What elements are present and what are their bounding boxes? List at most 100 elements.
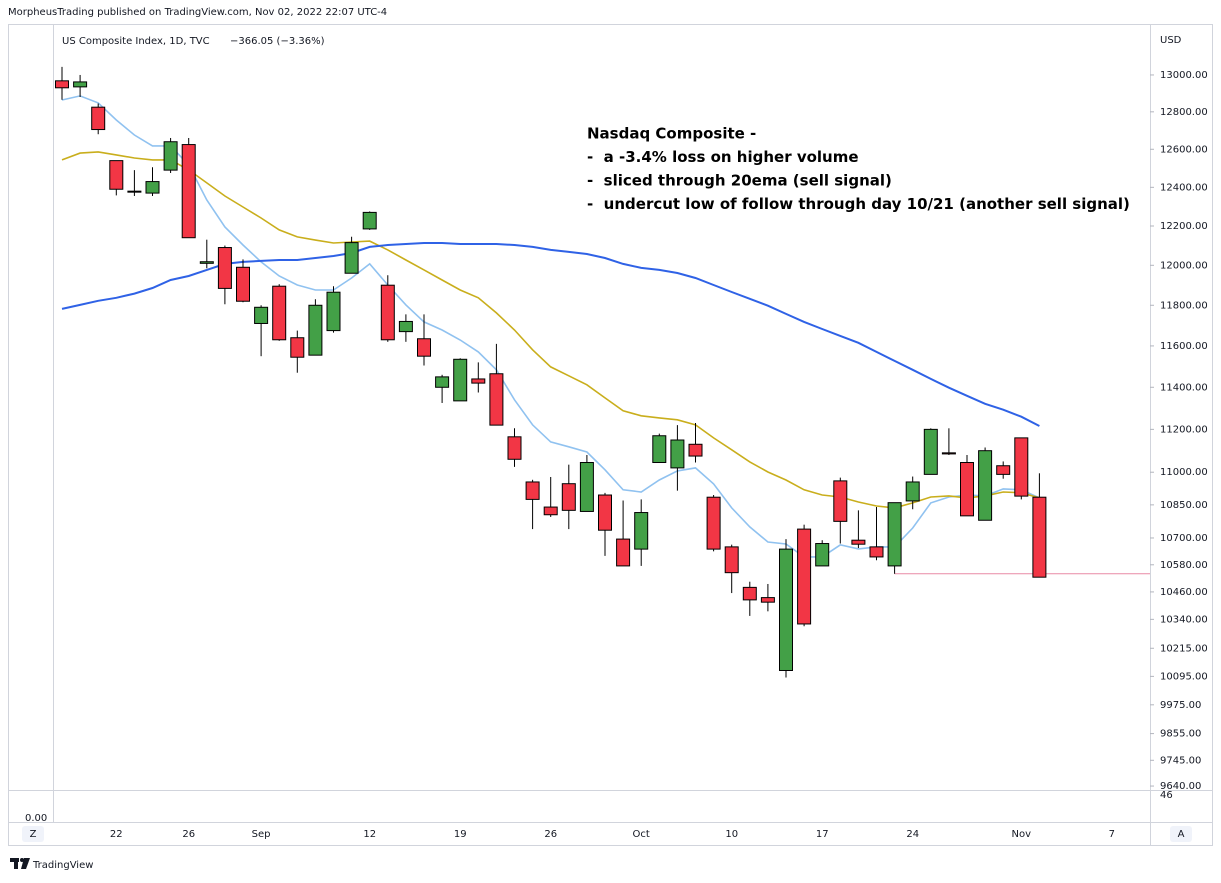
candle-body [652, 435, 667, 464]
y-tick-label: 12600.00 [1160, 144, 1208, 155]
candle-body [598, 494, 612, 531]
candle-body [362, 211, 377, 230]
candle-body [217, 247, 232, 289]
candle-body [543, 506, 558, 516]
z-button[interactable] [22, 826, 44, 842]
candle-body [706, 496, 721, 550]
y-tick-label: 9975.00 [1160, 700, 1201, 711]
x-tick-label: 26 [544, 829, 557, 840]
candle-body [398, 320, 413, 333]
y-tick-label: 9640.00 [1160, 781, 1201, 792]
candle-body [869, 546, 884, 558]
x-tick-label: Sep [252, 829, 271, 840]
y-tick-label: 10460.00 [1160, 587, 1208, 598]
candle-body [996, 465, 1011, 475]
candle-body [199, 261, 214, 264]
currency-label: USD [1160, 35, 1182, 46]
annotation-line: - a -3.4% loss on higher volume [587, 148, 859, 166]
y-tick-label: 11200.00 [1160, 424, 1208, 435]
x-tick-label: 22 [110, 829, 123, 840]
y-tick-label: 10340.00 [1160, 614, 1208, 625]
brand-name: TradingView [32, 860, 93, 871]
y-tick-label: 11400.00 [1160, 382, 1208, 393]
x-tick-label: Oct [633, 829, 650, 840]
candle-body [923, 428, 938, 475]
annotation-line: - undercut low of follow through day 10/… [587, 195, 1130, 213]
moving-average-line [61, 151, 1040, 509]
candle-body [290, 337, 305, 358]
candle-body [851, 539, 866, 545]
candle-body [579, 462, 594, 512]
y-tick-label: 12400.00 [1160, 182, 1208, 193]
candle-body [887, 502, 902, 567]
candle-body [507, 436, 522, 460]
candle-body [489, 373, 504, 426]
candle-body [435, 376, 450, 388]
publisher-line: MorpheusTrading published on TradingView… [8, 7, 387, 18]
candle-body [670, 439, 685, 469]
annotation-line: - sliced through 20ema (sell signal) [587, 172, 892, 190]
candle-body [55, 80, 69, 89]
candle-body [236, 266, 250, 302]
y-tick-label: 10580.00 [1160, 560, 1208, 571]
candle-body [1032, 496, 1047, 578]
volume-left-label: 0.00 [25, 813, 47, 824]
candle-body [453, 358, 468, 402]
candle-body [760, 597, 775, 603]
candle-body [833, 480, 848, 522]
logo-part [20, 858, 24, 862]
x-tick-label: 12 [363, 829, 376, 840]
candle-body [616, 538, 631, 567]
candle-body [127, 190, 142, 193]
candle-body [272, 285, 287, 341]
price-change: −366.05 (−3.36%) [230, 36, 325, 47]
candle-body [905, 481, 920, 502]
candle-body [254, 306, 269, 324]
symbol-title: US Composite Index, 1D, TVC [62, 36, 210, 47]
candle-body [163, 141, 178, 171]
logo-part [14, 858, 18, 869]
x-tick-label: 17 [816, 829, 829, 840]
moving-average-line [61, 242, 1040, 427]
brand-logo [10, 858, 30, 869]
candle-body [344, 242, 359, 274]
candle-body [73, 81, 88, 88]
candle-body [941, 452, 956, 455]
y-tick-label: 11800.00 [1160, 300, 1208, 311]
y-tick-label: 9855.00 [1160, 729, 1201, 740]
candle-body [960, 462, 974, 517]
candle-body [417, 338, 431, 357]
y-tick-label: 12800.00 [1160, 107, 1208, 118]
chart-frame [8, 24, 1213, 846]
x-tick-label: 10 [725, 829, 738, 840]
y-tick-label: 13000.00 [1160, 70, 1208, 81]
x-tick-label: 24 [906, 829, 919, 840]
a-button-label[interactable]: A [1178, 829, 1185, 840]
y-tick-label: 10700.00 [1160, 533, 1208, 544]
candle-body [779, 548, 793, 671]
y-tick-label: 11600.00 [1160, 341, 1208, 352]
candle-body [561, 483, 576, 511]
annotation-line: Nasdaq Composite - [587, 125, 756, 143]
candle-body [145, 181, 160, 194]
candle-body [181, 144, 196, 239]
y-tick-label: 9745.00 [1160, 755, 1201, 766]
x-tick-label: 26 [182, 829, 195, 840]
candle-body [308, 304, 323, 356]
volume-right-label: 46 [1160, 790, 1173, 801]
y-tick-label: 12000.00 [1160, 260, 1208, 271]
y-tick-label: 11000.00 [1160, 467, 1208, 478]
z-button-label[interactable]: Z [30, 829, 37, 840]
candle-body [109, 160, 124, 190]
x-tick-label: 19 [454, 829, 467, 840]
candle-body [91, 106, 106, 131]
y-tick-label: 12200.00 [1160, 221, 1208, 232]
x-tick-label: Nov [1012, 829, 1032, 840]
x-tick-label: 7 [1109, 829, 1115, 840]
a-button[interactable] [1170, 826, 1192, 842]
candle-body [471, 378, 486, 384]
candle-body [688, 443, 703, 457]
